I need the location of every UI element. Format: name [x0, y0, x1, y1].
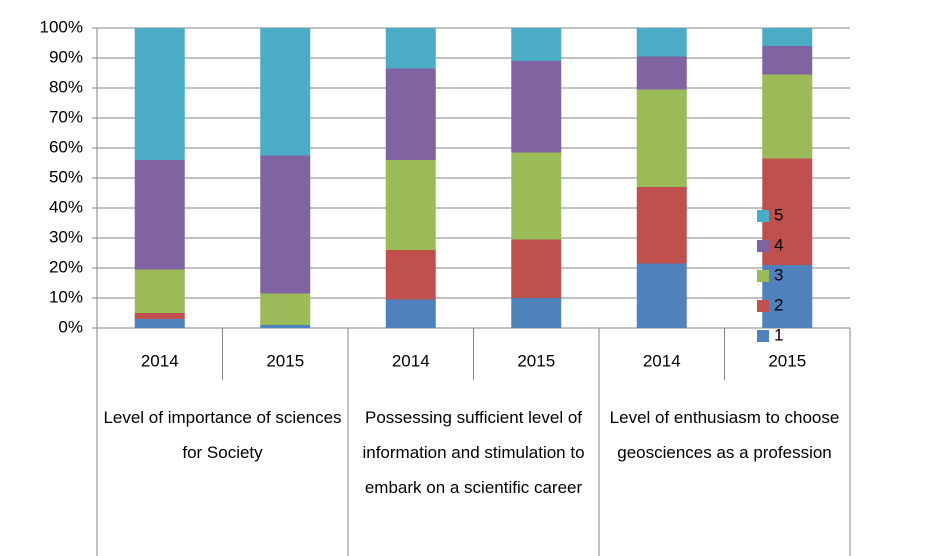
x-tick-label: 2014 [392, 351, 430, 370]
y-tick-label: 10% [49, 287, 83, 306]
legend-label: 3 [774, 265, 783, 284]
bar-segment [260, 293, 311, 325]
group-label: Possessing sufficient level of informati… [362, 408, 585, 497]
bar-segment [511, 152, 562, 240]
bar-segment [762, 28, 813, 46]
bar-segment [636, 89, 687, 187]
y-tick-label: 50% [49, 167, 83, 186]
x-tick-label: 2015 [517, 351, 555, 370]
bar-segment [385, 68, 436, 160]
legend-label: 5 [774, 205, 783, 224]
bar-segment [636, 187, 687, 264]
y-tick-label: 80% [49, 77, 83, 96]
legend-swatch [757, 270, 769, 282]
bar-segment [511, 61, 562, 153]
bar-segment [385, 299, 436, 328]
bar-segment [260, 28, 311, 156]
y-tick-label: 40% [49, 197, 83, 216]
legend-swatch [757, 330, 769, 342]
bar-segment [134, 319, 185, 328]
group-label: Level of importance of sciences for Soci… [103, 408, 342, 462]
bar-segment [385, 160, 436, 250]
bar-segment [260, 325, 311, 328]
group-label: Level of enthusiasm to choose geoscience… [609, 408, 840, 462]
bar-segment [134, 28, 185, 160]
bar-segment [511, 28, 562, 61]
y-tick-label: 0% [58, 317, 83, 336]
x-tick-label: 2014 [141, 351, 179, 370]
bar-segment [134, 160, 185, 270]
bar-segment [385, 28, 436, 69]
bar-segment [511, 239, 562, 298]
bar-segment [636, 263, 687, 328]
bar-segment [762, 265, 813, 328]
bar-segment [636, 28, 687, 57]
bar-segment [762, 74, 813, 159]
legend-swatch [757, 300, 769, 312]
bar-segment [260, 155, 311, 294]
bar-segment [385, 250, 436, 300]
legend-label: 2 [774, 295, 783, 314]
bar-segment [134, 313, 185, 319]
x-tick-label: 2014 [643, 351, 681, 370]
legend-label: 1 [774, 325, 783, 344]
y-tick-label: 60% [49, 137, 83, 156]
legend-label: 4 [774, 235, 783, 254]
bar-segment [511, 298, 562, 328]
y-tick-label: 100% [40, 17, 83, 36]
legend-swatch [757, 210, 769, 222]
x-tick-label: 2015 [266, 351, 304, 370]
bar-segment [134, 269, 185, 313]
y-tick-label: 20% [49, 257, 83, 276]
y-tick-label: 30% [49, 227, 83, 246]
legend-swatch [757, 240, 769, 252]
bar-segment [762, 46, 813, 75]
bar-segment [636, 56, 687, 90]
y-tick-label: 70% [49, 107, 83, 126]
x-tick-label: 2015 [768, 351, 806, 370]
y-tick-label: 90% [49, 47, 83, 66]
bar-segment [762, 158, 813, 265]
